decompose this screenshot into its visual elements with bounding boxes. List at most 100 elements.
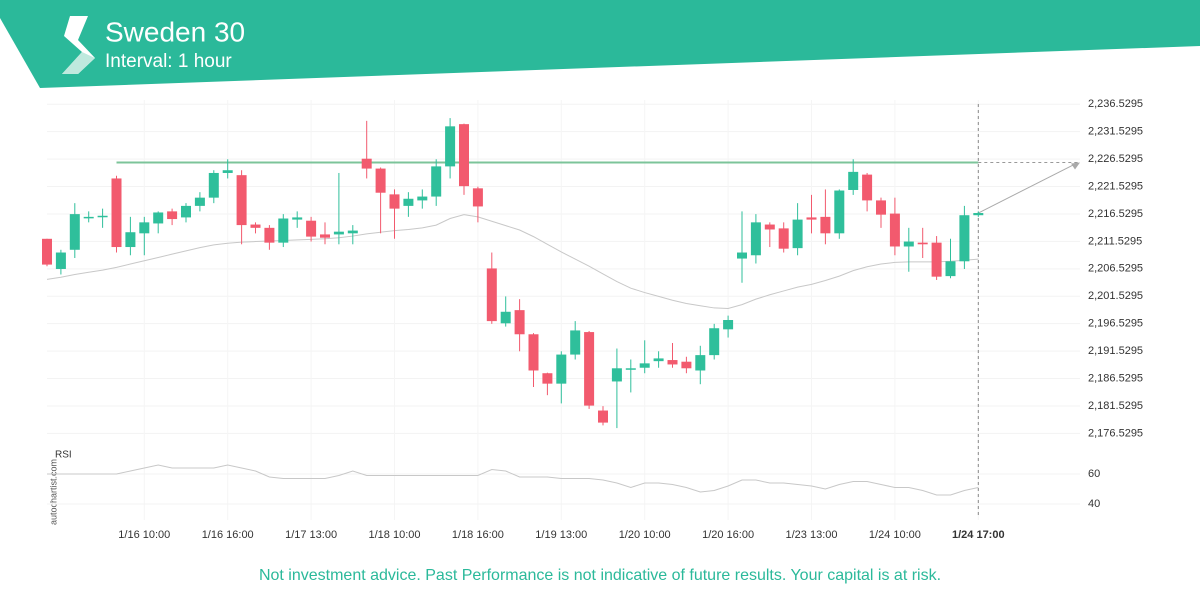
header-band [0, 0, 1200, 88]
candle-body [945, 261, 956, 277]
candle-body [431, 166, 442, 197]
candle-body [598, 410, 608, 423]
candle-body [333, 231, 344, 235]
candle-body [959, 215, 970, 262]
candle-body [876, 200, 886, 215]
y-tick-label: 2,236.5295 [1088, 98, 1143, 110]
candle-body [83, 216, 94, 219]
candle-body [931, 242, 942, 277]
y-tick-label: 2,191.5295 [1088, 345, 1143, 357]
candle-body [584, 332, 595, 406]
y-tick-label: 60 [1088, 468, 1100, 480]
candle-body [889, 213, 900, 247]
y-tick-label: 2,206.5295 [1088, 263, 1143, 275]
y-tick-label: 2,211.5295 [1088, 235, 1142, 247]
candle-body [514, 310, 525, 335]
x-tick-label: 1/16 16:00 [202, 529, 254, 541]
candle-body [695, 355, 706, 371]
candle-body [737, 252, 747, 259]
y-tick-label: 2,196.5295 [1088, 318, 1143, 330]
y-tick-label: 2,201.5295 [1088, 290, 1143, 302]
candle-body [167, 211, 178, 220]
candle-body [222, 170, 233, 173]
y-tick-label: 2,216.5295 [1088, 208, 1143, 220]
watermark: autochartist.com [48, 459, 58, 525]
candle-body [834, 190, 845, 234]
candle-body [69, 214, 80, 250]
candle-body [194, 197, 205, 206]
y-tick-label: 2,226.5295 [1088, 153, 1143, 165]
candle-body [848, 171, 859, 190]
subtitle: Interval: 1 hour [105, 51, 232, 72]
candle-body [528, 334, 539, 371]
candle-body [403, 198, 414, 206]
y-tick-label: 2,221.5295 [1088, 180, 1143, 192]
moving-average [46, 214, 979, 309]
candle-body [917, 242, 928, 245]
candle-body [125, 232, 136, 248]
candle-body [570, 330, 581, 355]
x-tick-label: 1/19 13:00 [535, 529, 587, 541]
candle-body [681, 361, 692, 369]
candle-body [181, 205, 191, 218]
projection-arrow [978, 162, 1079, 214]
x-tick-label: 1/18 10:00 [369, 529, 421, 541]
candle-body [97, 215, 108, 218]
candle-body [347, 230, 358, 234]
y-tick-label: 2,231.5295 [1088, 126, 1143, 138]
candle-body [903, 241, 914, 247]
y-tick-label: 2,181.5295 [1088, 400, 1143, 412]
candle-body [709, 328, 720, 356]
candle-body [750, 222, 761, 256]
candle-body [375, 168, 386, 193]
x-tick-label: 1/18 16:00 [452, 529, 504, 541]
candle-body [264, 227, 275, 243]
candle-body [611, 368, 622, 382]
x-tick-label: 1/20 10:00 [619, 529, 671, 541]
candle-body [778, 228, 789, 249]
candle-body [111, 178, 122, 248]
candle-body [139, 222, 150, 234]
x-tick-label: 1/24 10:00 [869, 529, 921, 541]
candle-body [361, 158, 372, 169]
y-tick-label: 2,186.5295 [1088, 372, 1143, 384]
candle-body [792, 219, 803, 249]
candle-body [973, 213, 984, 216]
rsi-line [47, 464, 979, 496]
candle-body [278, 218, 289, 243]
y-tick-label: 40 [1088, 498, 1100, 510]
candle-body [445, 126, 456, 167]
logo-shade [62, 52, 95, 74]
x-tick-label: 1/20 16:00 [702, 529, 754, 541]
candle-body [236, 175, 247, 226]
candle-body [389, 194, 400, 209]
candle-body [55, 252, 66, 269]
candle-body [486, 268, 497, 322]
candle-body [653, 358, 664, 362]
candle-body [459, 124, 469, 187]
arrow-head [1071, 162, 1080, 170]
candle-body [806, 217, 817, 220]
candle-body [208, 172, 219, 198]
candle-body [306, 220, 317, 237]
candle-body [556, 354, 567, 384]
candle-body [250, 224, 261, 228]
candle-body [820, 216, 831, 234]
candle-body [667, 360, 678, 365]
candle-body [153, 212, 164, 224]
candle-body [500, 311, 511, 324]
candle-body [320, 234, 330, 238]
candle-body [417, 196, 428, 201]
x-tick-label: 1/17 13:00 [285, 529, 337, 541]
candle-body [764, 224, 775, 230]
candle-body [625, 368, 636, 370]
candle-body [542, 373, 553, 384]
y-tick-label: 2,176.5295 [1088, 427, 1143, 439]
candle-body [292, 217, 303, 220]
candle-body [862, 174, 873, 201]
candle-body [639, 363, 650, 368]
candle-body [42, 238, 52, 265]
x-tick-label: 1/16 10:00 [118, 529, 170, 541]
